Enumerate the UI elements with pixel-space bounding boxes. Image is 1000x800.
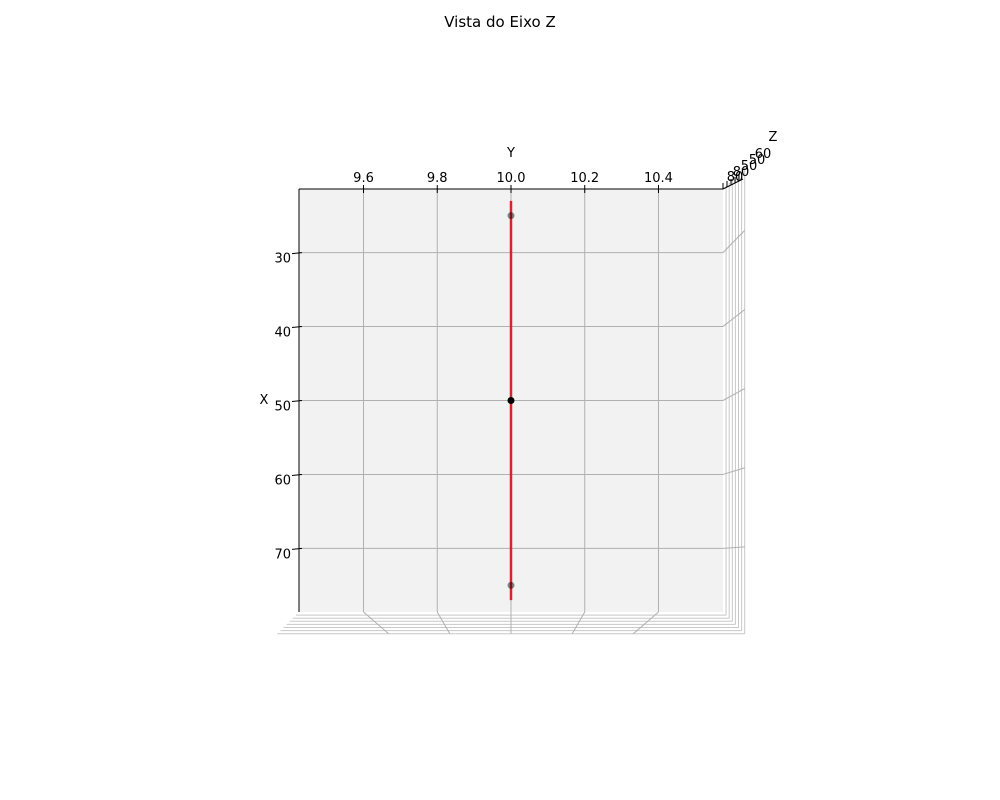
x-tick-label: 40 bbox=[274, 326, 291, 341]
x-tick-label: 30 bbox=[274, 252, 291, 267]
z-axis-line bbox=[730, 182, 736, 186]
y-tick-label: 9.6 bbox=[353, 171, 374, 186]
scatter-point bbox=[507, 581, 515, 589]
wall-grid-line bbox=[722, 388, 745, 401]
x-axis-label: X bbox=[260, 393, 269, 408]
z-tick-label: 80 bbox=[727, 170, 744, 185]
y-tick-label: 9.8 bbox=[427, 171, 448, 186]
z-axis-line bbox=[738, 178, 744, 182]
x-tick-label: 60 bbox=[274, 473, 291, 488]
z-axis-line bbox=[734, 180, 740, 184]
y-axis-label: Y bbox=[506, 146, 515, 161]
z-axis-label: Z bbox=[769, 130, 778, 145]
floor-grid-line bbox=[363, 611, 389, 635]
scatter-point bbox=[507, 397, 515, 404]
z-tick-label: 50 bbox=[749, 153, 766, 168]
x-tick bbox=[291, 473, 303, 476]
floor-grid-line bbox=[571, 611, 586, 634]
z-tick-label: 50 bbox=[741, 159, 758, 174]
chart-title: Vista do Eixo Z bbox=[444, 13, 556, 31]
z-tick-label: 60 bbox=[755, 147, 772, 162]
scatter-point bbox=[507, 212, 515, 220]
wall-grid-line bbox=[722, 546, 745, 549]
z-axis-line bbox=[726, 184, 732, 188]
floor-grid-line bbox=[633, 611, 659, 635]
x-tick bbox=[291, 547, 303, 550]
x-tick bbox=[291, 252, 303, 255]
y-tick-label: 10.4 bbox=[644, 171, 673, 186]
wall-grid-line bbox=[722, 229, 746, 253]
z-tick-label: 80 bbox=[733, 165, 750, 180]
floor-grid-line bbox=[436, 611, 451, 634]
x-tick-label: 70 bbox=[274, 547, 291, 562]
x-tick-label: 50 bbox=[274, 400, 291, 415]
wall-grid-line bbox=[722, 309, 746, 327]
x-tick bbox=[291, 400, 303, 402]
z-axis-line bbox=[722, 186, 728, 190]
x-tick bbox=[291, 326, 303, 329]
y-tick-label: 10.0 bbox=[497, 171, 526, 186]
wall-grid-line bbox=[722, 467, 745, 475]
y-tick-label: 10.2 bbox=[570, 171, 599, 186]
